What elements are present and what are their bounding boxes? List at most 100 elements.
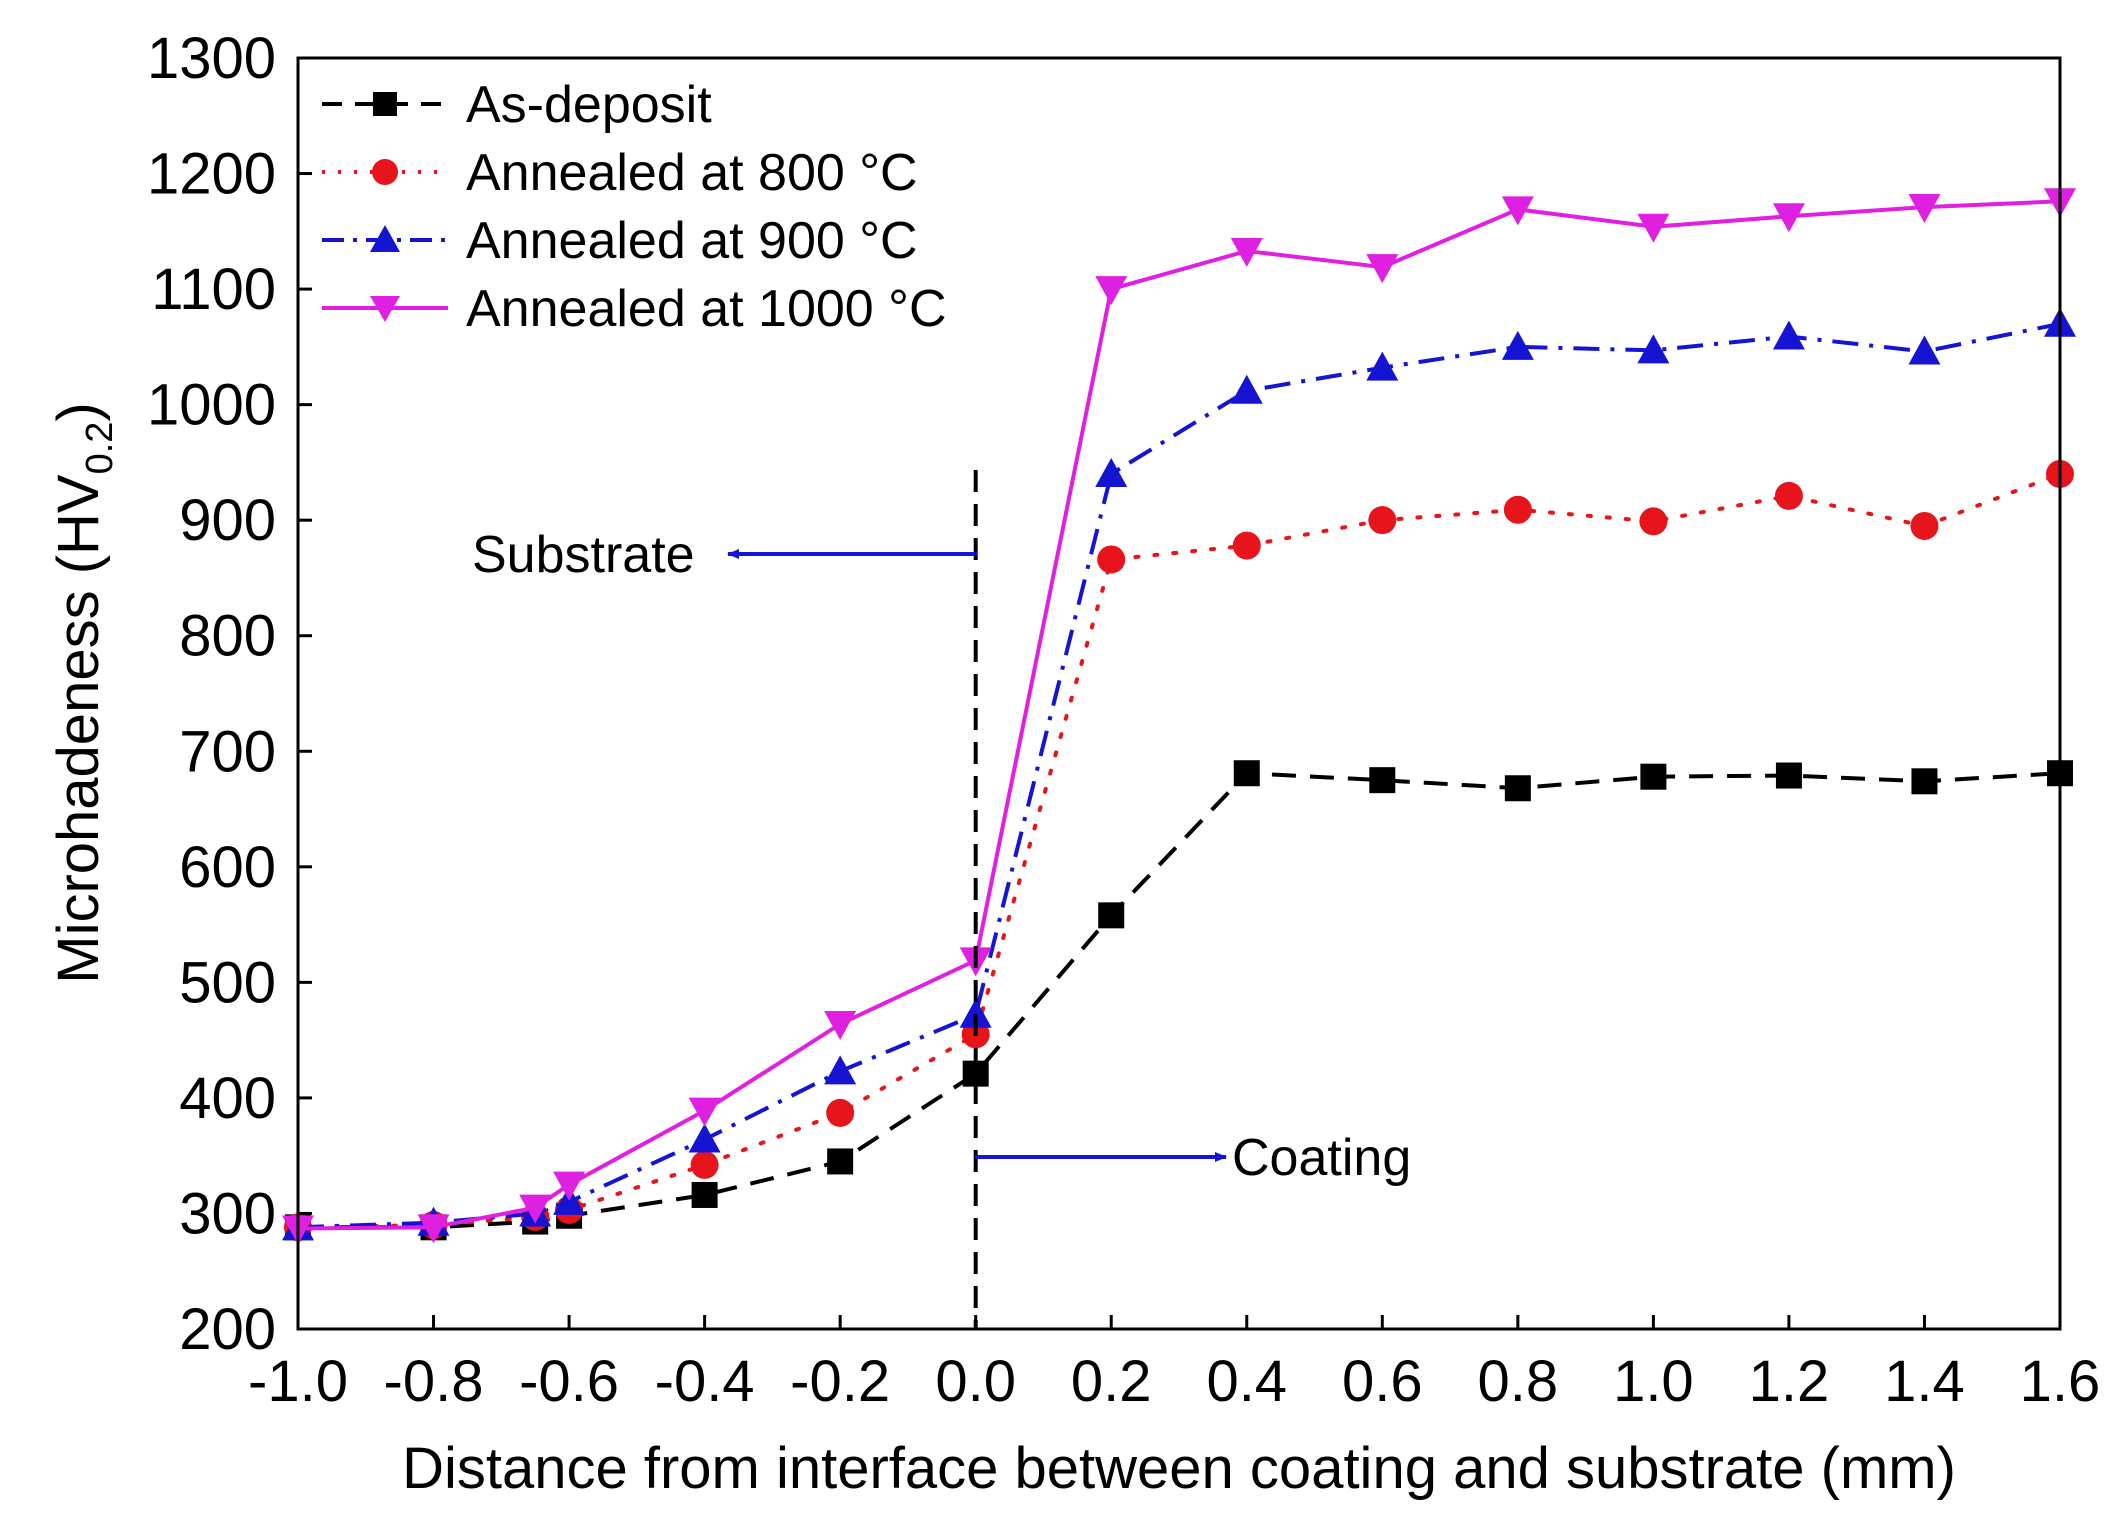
data-point-annealed-at-1000-c-12 [1772, 203, 1805, 233]
legend-label-as-deposit: As-deposit [466, 76, 712, 134]
series-line-annealed-at-900-c [297, 321, 2061, 1230]
x-tick-label-0: -1.0 [248, 1349, 348, 1414]
y-axis-title-main: Microhadeness (HV [46, 474, 111, 984]
legend-marker-800 [372, 159, 398, 185]
x-tick-label-5: 0.0 [935, 1349, 1016, 1414]
data-point-annealed-at-900-c-6 [959, 998, 992, 1028]
series-line-as-deposit [298, 771, 2061, 1230]
data-point-as-deposit-5 [827, 1148, 854, 1175]
x-tick-label-11: 1.2 [1749, 1349, 1830, 1414]
legend-label-900: Annealed at 900 °C [466, 212, 918, 270]
y-tick-label-5: 700 [179, 719, 276, 784]
data-point-annealed-at-800-c-4 [690, 1150, 719, 1179]
data-point-annealed-at-1000-c-2 [519, 1194, 552, 1224]
data-point-annealed-at-900-c-10 [1501, 330, 1534, 360]
data-point-as-deposit-4 [691, 1181, 718, 1208]
data-point-annealed-at-1000-c-7 [1095, 276, 1128, 306]
data-point-annealed-at-900-c-11 [1637, 334, 1670, 364]
series-annealed-at-1000-c [282, 188, 2076, 1245]
data-point-annealed-at-800-c-12 [1774, 481, 1803, 510]
coating-annotation: Coating [975, 1129, 1411, 1187]
series-as-deposit [285, 760, 2073, 1241]
data-point-as-deposit-11 [1640, 763, 1667, 790]
y-tick-label-1: 300 [179, 1181, 276, 1246]
data-point-annealed-at-900-c-13 [1908, 335, 1941, 365]
data-point-annealed-at-800-c-7 [1097, 545, 1126, 574]
series-line-annealed-at-1000-c [297, 199, 2061, 1231]
data-point-annealed-at-900-c-4 [688, 1123, 721, 1153]
data-point-as-deposit-10 [1504, 775, 1531, 802]
y-axis-title-sub: 0.2 [79, 422, 121, 475]
legend-marker-900 [370, 225, 400, 252]
substrate-annotation: Substrate [472, 526, 975, 584]
y-tick-label-6: 800 [179, 604, 276, 669]
legend-item-1000: Annealed at 1000 °C [322, 280, 947, 338]
x-tick-label-13: 1.6 [2020, 1349, 2101, 1414]
y-tick-label-7: 900 [179, 488, 276, 553]
x-tick-label-10: 1.0 [1613, 1349, 1694, 1414]
y-tick-label-3: 500 [179, 950, 276, 1015]
data-point-annealed-at-800-c-11 [1639, 507, 1668, 536]
coating-label: Coating [1232, 1129, 1411, 1187]
data-point-annealed-at-900-c-12 [1772, 320, 1805, 350]
legend-item-as-deposit: As-deposit [322, 76, 712, 134]
y-tick-label-9: 1100 [151, 257, 276, 322]
series-layer [282, 188, 2076, 1245]
data-point-annealed-at-800-c-10 [1503, 495, 1532, 524]
legend-marker-as-deposit [373, 92, 397, 116]
y-tick-label-4: 600 [179, 835, 276, 900]
data-point-annealed-at-1000-c-1 [417, 1214, 450, 1244]
y-axis-title-close: ) [46, 402, 111, 421]
data-point-as-deposit-12 [1775, 762, 1802, 789]
data-point-annealed-at-1000-c-5 [824, 1010, 857, 1040]
y-tick-label-10: 1200 [147, 142, 276, 207]
x-tick-label-8: 0.6 [1342, 1349, 1423, 1414]
data-point-annealed-at-1000-c-10 [1501, 196, 1534, 226]
data-point-as-deposit-13 [1911, 768, 1938, 795]
y-axis-title: Microhadeness (HV0.2) [46, 402, 121, 983]
data-point-annealed-at-1000-c-3 [553, 1171, 586, 1201]
legend-item-900: Annealed at 900 °C [322, 212, 918, 270]
y-tick-label-2: 400 [179, 1066, 276, 1131]
data-point-as-deposit-7 [1098, 902, 1125, 929]
substrate-label: Substrate [472, 526, 695, 584]
data-point-annealed-at-900-c-9 [1366, 351, 1399, 381]
y-tick-label-11: 1300 [147, 26, 276, 91]
x-tick-label-12: 1.4 [1884, 1349, 1965, 1414]
x-tick-label-7: 0.4 [1206, 1349, 1287, 1414]
data-point-annealed-at-900-c-8 [1230, 374, 1263, 404]
legend-label-800: Annealed at 800 °C [466, 144, 918, 202]
legend: As-deposit Annealed at 800 °C Annealed a… [322, 76, 947, 338]
data-point-annealed-at-800-c-9 [1368, 506, 1397, 535]
data-point-annealed-at-800-c-5 [826, 1098, 855, 1127]
data-point-annealed-at-1000-c-11 [1637, 213, 1670, 243]
data-point-annealed-at-1000-c-13 [1908, 194, 1941, 224]
legend-label-1000: Annealed at 1000 °C [466, 280, 947, 338]
x-tick-label-4: -0.2 [790, 1349, 890, 1414]
data-point-annealed-at-1000-c-9 [1366, 254, 1399, 284]
series-annealed-at-900-c [282, 307, 2076, 1241]
legend-item-800: Annealed at 800 °C [322, 144, 918, 202]
data-point-as-deposit-9 [1369, 767, 1396, 794]
x-tick-label-9: 0.8 [1478, 1349, 1559, 1414]
legend-marker-1000 [370, 296, 400, 322]
x-tick-label-2: -0.6 [519, 1349, 619, 1414]
data-point-annealed-at-800-c-8 [1232, 531, 1261, 560]
x-tick-label-6: 0.2 [1071, 1349, 1152, 1414]
data-point-annealed-at-800-c-13 [1910, 511, 1939, 540]
plot-frame [296, 56, 2062, 1331]
data-point-annealed-at-1000-c-8 [1230, 237, 1263, 267]
x-tick-label-1: -0.8 [384, 1349, 484, 1414]
data-point-annealed-at-900-c-5 [824, 1055, 857, 1085]
ticks-layer: -1.0 -0.8 -0.6 -0.4 -0.2 0.0 0.2 0.4 0.6 0.8 1.0 1.… [147, 26, 2100, 1414]
data-point-as-deposit-8 [1233, 760, 1260, 787]
x-axis-title: Distance from interface between coating … [402, 1436, 1956, 1501]
y-tick-label-8: 1000 [147, 373, 276, 438]
interface-layer [973, 470, 978, 1329]
data-point-annealed-at-900-c-7 [1095, 457, 1128, 487]
y-tick-label-0: 200 [179, 1297, 276, 1362]
series-line-annealed-at-800-c [296, 472, 2062, 1230]
x-tick-label-3: -0.4 [655, 1349, 755, 1414]
data-point-annealed-at-1000-c-4 [688, 1097, 721, 1127]
